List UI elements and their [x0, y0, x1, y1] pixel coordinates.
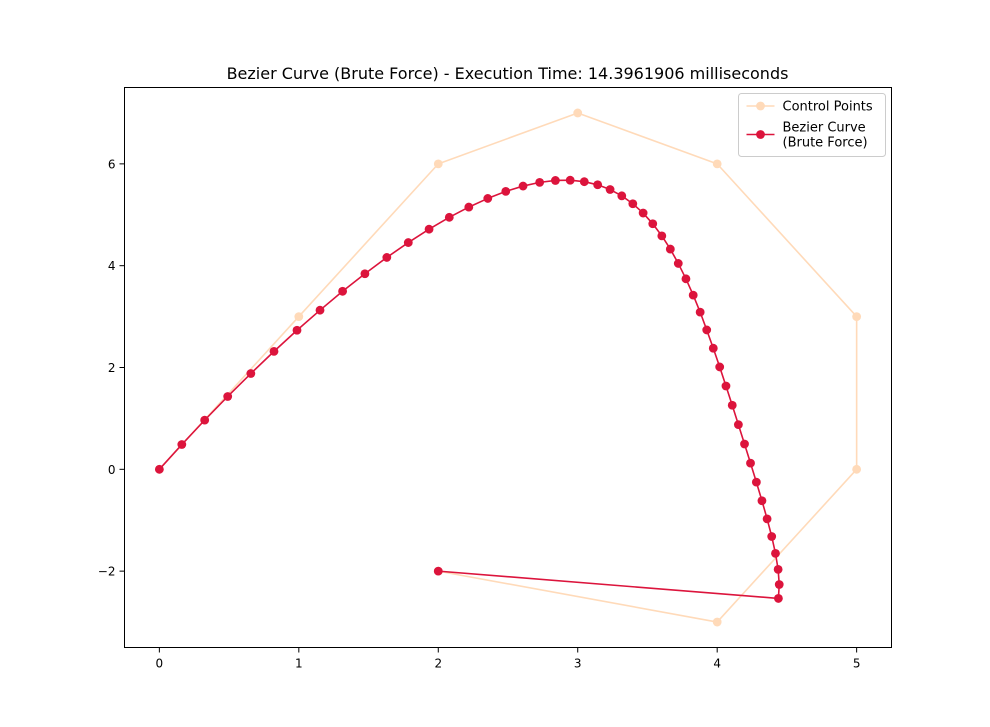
series-1-point — [223, 392, 233, 401]
series-1-point — [740, 439, 749, 449]
series-1-point — [773, 565, 783, 574]
series-0-point — [433, 159, 443, 169]
series-1-point — [579, 177, 589, 187]
x-tick-label: 0 — [156, 657, 164, 671]
series-1-point — [338, 286, 348, 296]
series-1-point — [565, 175, 575, 185]
series-1-point — [177, 440, 187, 449]
series-1-point — [424, 224, 434, 234]
series-0-point — [712, 617, 722, 627]
series-1-point — [269, 346, 279, 356]
series-0-point — [852, 312, 862, 321]
series-1-point — [715, 362, 725, 372]
series-1-point — [746, 458, 755, 468]
series-1-point — [483, 194, 493, 203]
x-tick-label: 5 — [853, 657, 861, 671]
series-1-point — [665, 244, 675, 254]
legend-label: Bezier Curve (Brute Force) — [783, 121, 868, 151]
series-1-point — [315, 305, 325, 315]
series-0-point — [294, 312, 304, 321]
series-1-point — [762, 514, 772, 524]
series-layer — [154, 108, 862, 627]
y-tick-label: 4 — [108, 259, 116, 273]
series-1-point — [292, 325, 302, 335]
series-1-point — [727, 400, 737, 410]
legend-swatch-marker — [756, 130, 765, 139]
series-1-point — [751, 477, 761, 487]
series-1-point — [535, 177, 545, 187]
legend-box — [738, 93, 886, 157]
series-1-point — [444, 212, 454, 222]
series-1-point — [382, 253, 392, 262]
y-tick-label: 2 — [108, 361, 116, 375]
y-tick-label: 6 — [108, 157, 116, 171]
series-1-point — [681, 274, 691, 284]
series-1-point — [774, 594, 783, 603]
y-tick-label: 0 — [108, 463, 116, 477]
x-tick-label: 1 — [295, 657, 303, 671]
x-axis: 0 1 2 3 4 5 — [156, 647, 861, 671]
y-tick-label: −2 — [98, 565, 116, 579]
series-0-point — [712, 159, 722, 169]
x-tick-label: 4 — [713, 657, 721, 671]
series-1-point — [757, 496, 767, 506]
series-1-point — [771, 548, 780, 558]
series-1-point — [657, 231, 667, 241]
series-1-point — [403, 238, 413, 247]
series-1-point — [733, 420, 743, 430]
series-1-point — [708, 343, 718, 353]
series-1-point — [767, 532, 777, 541]
series-1-point — [246, 369, 256, 378]
x-tick-label: 2 — [434, 657, 442, 671]
x-tick-label: 3 — [574, 657, 582, 671]
series-1-point — [501, 187, 511, 196]
series-1-point — [688, 290, 698, 300]
legend-label: Control Points — [783, 100, 873, 115]
series-1-point — [551, 176, 560, 185]
series-1-point — [721, 381, 731, 391]
series-1-point — [593, 180, 603, 190]
series-1-point — [464, 202, 474, 212]
series-0-point — [852, 464, 862, 474]
series-1-point — [774, 580, 784, 589]
series-1-point — [673, 259, 683, 268]
series-1-point — [605, 185, 615, 194]
series-1-point — [702, 325, 712, 335]
series-0-point — [573, 108, 583, 118]
plot-area — [124, 87, 892, 648]
series-1-point — [154, 464, 164, 474]
y-axis: −2 0 2 4 6 — [98, 157, 125, 579]
series-1-point — [360, 269, 370, 279]
series-1-point — [648, 219, 658, 229]
series-1-point — [433, 566, 443, 576]
legend: Control Points Bezier Curve (Brute Force) — [738, 93, 886, 157]
series-1-point — [695, 307, 705, 317]
series-1-point — [628, 199, 638, 209]
series-1-point — [638, 208, 648, 218]
series-1-point — [200, 415, 210, 425]
series-1-point — [518, 181, 528, 191]
legend-swatch-marker — [756, 101, 765, 111]
series-1-point — [617, 191, 627, 201]
chart-title: Bezier Curve (Brute Force) - Execution T… — [227, 64, 789, 83]
